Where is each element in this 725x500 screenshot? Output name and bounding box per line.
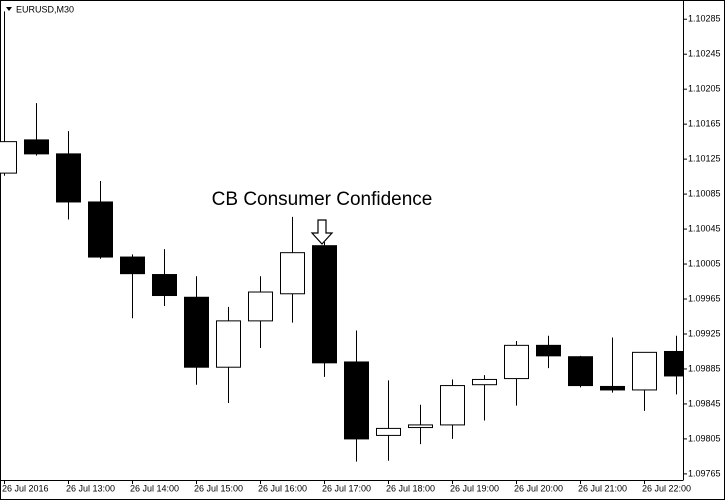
chart-title: EURUSD,M30 [16, 4, 74, 14]
candle-body [120, 256, 145, 275]
x-tick-label: 26 Jul 20:00 [514, 483, 563, 493]
candle-body [248, 291, 273, 322]
y-tick-label: 1.09805 [688, 433, 721, 443]
y-tick-label: 1.09885 [688, 363, 721, 373]
candle-body [632, 351, 657, 391]
x-tick-label: 26 Jul 13:00 [66, 483, 115, 493]
x-tick-label: 26 Jul 21:00 [578, 483, 627, 493]
menu-triangle [6, 7, 12, 11]
y-tick-label: 1.10005 [688, 258, 721, 268]
candle-body [504, 344, 529, 380]
candle-body [184, 296, 209, 368]
x-tick-label: 26 Jul 14:00 [130, 483, 179, 493]
annotation: CB Consumer Confidence [212, 189, 433, 210]
candle-body [568, 356, 593, 387]
x-tick-label: 26 Jul 16:00 [258, 483, 307, 493]
candle-body [472, 378, 497, 386]
y-tick-label: 1.10205 [688, 84, 721, 94]
candle-body [376, 427, 401, 436]
candle-body [536, 344, 561, 357]
candle-body [408, 424, 433, 429]
y-tick-label: 1.10125 [688, 154, 721, 164]
y-tick-label: 1.10165 [688, 119, 721, 129]
x-tick-label: 26 Jul 18:00 [386, 483, 435, 493]
candle-body [88, 201, 113, 258]
candle-body [24, 139, 49, 155]
candle-body [152, 274, 177, 297]
y-tick-label: 1.10045 [688, 223, 721, 233]
x-tick-label: 26 Jul 22:00 [642, 483, 691, 493]
y-tick-label: 1.10085 [688, 188, 721, 198]
x-tick-label: 26 Jul 15:00 [194, 483, 243, 493]
x-tick-label: 26 Jul 19:00 [450, 483, 499, 493]
candle-body [216, 320, 241, 368]
candle-body [0, 141, 17, 174]
candle-body [312, 245, 337, 364]
x-tick-label: 26 Jul 2016 [2, 483, 49, 493]
candle-body [56, 153, 81, 203]
y-tick-label: 1.09845 [688, 398, 721, 408]
annotation-arrow [310, 219, 334, 245]
candle-body [440, 385, 465, 426]
candle-body [664, 350, 683, 377]
y-tick-label: 1.10245 [688, 49, 721, 59]
y-tick-label: 1.10285 [688, 14, 721, 24]
candle-body [280, 252, 305, 295]
y-tick-label: 1.09765 [688, 468, 721, 478]
candles [0, 11, 683, 462]
candle-body [600, 385, 625, 391]
candle-body [344, 361, 369, 440]
y-tick-label: 1.09925 [688, 328, 721, 338]
x-tick-label: 26 Jul 17:00 [322, 483, 371, 493]
y-tick-label: 1.09965 [688, 293, 721, 303]
